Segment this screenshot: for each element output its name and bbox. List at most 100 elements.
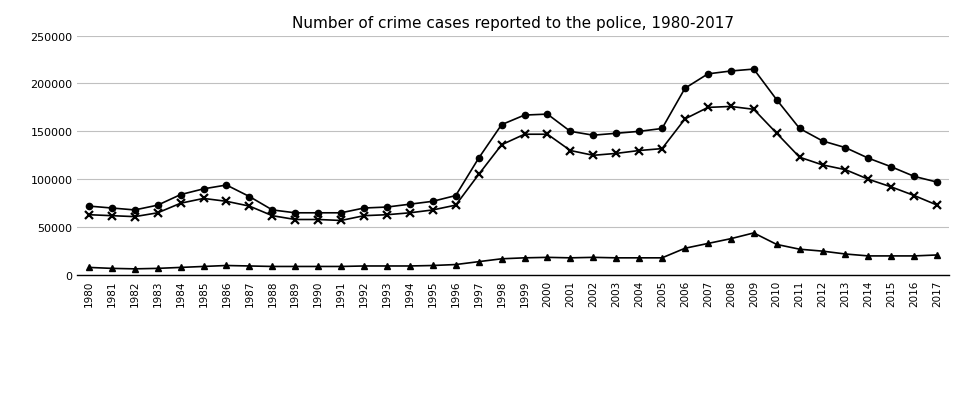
Property crimes	[633, 149, 645, 153]
Violent crimes	[244, 264, 256, 269]
Violent crimes	[542, 255, 554, 260]
Index crimes	[817, 139, 829, 144]
Violent crimes	[266, 264, 278, 269]
Property crimes	[542, 132, 554, 137]
Line: Violent crimes: Violent crimes	[86, 230, 940, 272]
Index crimes	[404, 202, 415, 207]
Property crimes	[450, 203, 462, 208]
Index crimes	[381, 205, 393, 210]
Property crimes	[817, 163, 829, 168]
Property crimes	[152, 211, 164, 216]
Index crimes	[588, 133, 599, 138]
Violent crimes	[725, 237, 737, 241]
Violent crimes	[427, 263, 439, 268]
Property crimes	[748, 108, 760, 113]
Property crimes	[358, 214, 370, 219]
Index crimes	[83, 204, 95, 209]
Property crimes	[771, 132, 782, 136]
Violent crimes	[702, 241, 713, 246]
Violent crimes	[817, 249, 829, 254]
Violent crimes	[404, 264, 415, 269]
Index crimes	[656, 127, 668, 132]
Property crimes	[519, 132, 530, 137]
Index crimes	[496, 123, 507, 128]
Index crimes	[564, 130, 576, 134]
Violent crimes	[588, 255, 599, 260]
Index crimes	[794, 127, 805, 132]
Index crimes	[427, 199, 439, 204]
Property crimes	[335, 218, 347, 223]
Violent crimes	[106, 266, 118, 271]
Property crimes	[680, 117, 691, 122]
Violent crimes	[450, 262, 462, 267]
Violent crimes	[313, 264, 324, 269]
Violent crimes	[633, 256, 645, 261]
Property crimes	[289, 217, 301, 222]
Property crimes	[175, 201, 187, 206]
Property crimes	[862, 177, 874, 182]
Index crimes	[702, 72, 713, 77]
Violent crimes	[221, 263, 232, 268]
Property crimes	[702, 106, 713, 111]
Property crimes	[266, 214, 278, 219]
Violent crimes	[839, 252, 851, 257]
Violent crimes	[771, 242, 782, 247]
Property crimes	[794, 156, 805, 160]
Index crimes	[611, 132, 622, 136]
Property crimes	[725, 105, 737, 110]
Property crimes	[931, 203, 943, 208]
Title: Number of crime cases reported to the police, 1980-2017: Number of crime cases reported to the po…	[292, 16, 734, 31]
Index crimes	[152, 203, 164, 208]
Violent crimes	[564, 256, 576, 261]
Index crimes	[313, 211, 324, 216]
Violent crimes	[152, 266, 164, 271]
Index crimes	[680, 87, 691, 92]
Property crimes	[381, 213, 393, 217]
Violent crimes	[886, 254, 897, 259]
Violent crimes	[175, 265, 187, 270]
Index crimes	[175, 193, 187, 198]
Violent crimes	[748, 231, 760, 236]
Property crimes	[404, 211, 415, 216]
Property crimes	[427, 208, 439, 213]
Index crimes	[289, 211, 301, 216]
Index crimes	[335, 211, 347, 216]
Property crimes	[106, 214, 118, 219]
Violent crimes	[794, 247, 805, 252]
Violent crimes	[611, 256, 622, 261]
Violent crimes	[83, 265, 95, 270]
Violent crimes	[519, 256, 530, 261]
Violent crimes	[908, 254, 920, 259]
Index crimes	[450, 194, 462, 198]
Index crimes	[931, 180, 943, 185]
Property crimes	[564, 149, 576, 153]
Line: Property crimes: Property crimes	[85, 103, 941, 225]
Violent crimes	[472, 260, 484, 264]
Violent crimes	[931, 253, 943, 258]
Index crimes	[358, 206, 370, 211]
Property crimes	[197, 196, 209, 201]
Index crimes	[771, 98, 782, 103]
Index crimes	[725, 69, 737, 74]
Violent crimes	[381, 264, 393, 269]
Index crimes	[221, 183, 232, 188]
Index crimes	[862, 156, 874, 161]
Index crimes	[633, 130, 645, 134]
Property crimes	[886, 185, 897, 190]
Violent crimes	[496, 257, 507, 262]
Property crimes	[244, 204, 256, 209]
Property crimes	[611, 151, 622, 156]
Index crimes	[472, 156, 484, 161]
Violent crimes	[335, 264, 347, 269]
Index crimes	[908, 175, 920, 179]
Index crimes	[244, 194, 256, 199]
Index crimes	[748, 68, 760, 72]
Index crimes	[266, 208, 278, 213]
Violent crimes	[862, 254, 874, 259]
Property crimes	[129, 215, 140, 220]
Property crimes	[839, 168, 851, 173]
Index crimes	[106, 206, 118, 211]
Property crimes	[313, 217, 324, 222]
Line: Index crimes: Index crimes	[86, 67, 940, 216]
Violent crimes	[358, 264, 370, 269]
